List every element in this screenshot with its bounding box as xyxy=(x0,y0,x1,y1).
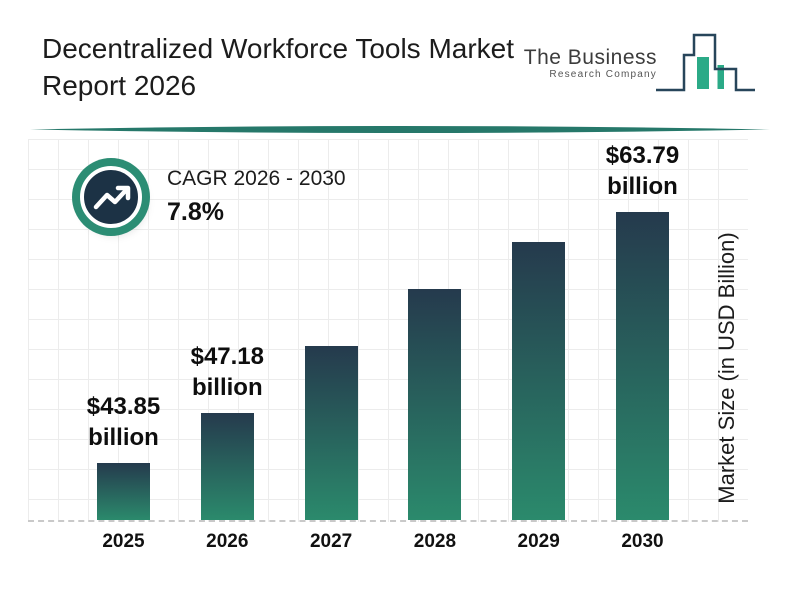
bar-column-2029 xyxy=(512,242,566,520)
x-axis-label-2026: 2026 xyxy=(206,531,249,552)
page-title: Decentralized Workforce Tools Market Rep… xyxy=(42,30,514,104)
divider-line xyxy=(30,126,770,133)
bar-column-2030: $63.79 billion xyxy=(606,140,679,520)
bar-2025 xyxy=(97,463,150,520)
cagr-label: CAGR 2026 - 2030 xyxy=(167,167,346,190)
bar-column-2025: $43.85 billion xyxy=(87,391,160,520)
trend-up-icon xyxy=(80,166,142,228)
page-title-line2: Report 2026 xyxy=(42,70,197,101)
logo-green-bar-large xyxy=(697,57,709,89)
company-logo: The Business Research Company xyxy=(524,30,758,96)
logo-green-bar-small xyxy=(717,65,724,89)
x-axis-label-2030: 2030 xyxy=(621,531,664,552)
page-title-line1: Decentralized Workforce Tools Market xyxy=(42,33,515,64)
bar-chart-logo-icon xyxy=(656,33,755,92)
bar-value-label-2025: $43.85 billion xyxy=(86,393,161,451)
company-subname: Research Company xyxy=(549,69,657,80)
cagr-text-block: CAGR 2026 - 2030 7.8% xyxy=(167,167,346,227)
x-axis-label-2029: 2029 xyxy=(517,531,560,552)
bar-2029 xyxy=(512,242,566,520)
bar-column-2026: $47.18 billion xyxy=(191,341,264,520)
bars-row: $43.85 billion $47.18 billion $63.79 billion xyxy=(87,139,679,520)
bar-column-2028 xyxy=(408,289,462,520)
x-axis-label-2028: 2028 xyxy=(413,531,457,552)
bar-value-label-2030: $63.79 billion xyxy=(605,142,680,200)
bar-2028 xyxy=(408,289,462,520)
bar-2027 xyxy=(304,346,358,520)
bar-2026 xyxy=(200,413,254,520)
company-name: The Business xyxy=(523,46,657,69)
y-axis-label: Market Size (in USD Billion) xyxy=(714,232,739,504)
company-logo-text: The Business Research Company xyxy=(524,47,657,96)
bar-value-label-2026: $47.18 billion xyxy=(190,343,264,401)
cagr-badge xyxy=(80,166,142,228)
x-axis-labels: 2025 2026 2027 2028 2029 2030 xyxy=(97,531,669,553)
x-axis-label-2025: 2025 xyxy=(102,531,145,552)
bar-column-2027 xyxy=(304,346,358,520)
logo-skyline-outline xyxy=(656,33,755,92)
bar-2030 xyxy=(615,212,669,520)
x-axis-label-2027: 2027 xyxy=(309,531,353,552)
cagr-value: 7.8% xyxy=(167,198,224,226)
